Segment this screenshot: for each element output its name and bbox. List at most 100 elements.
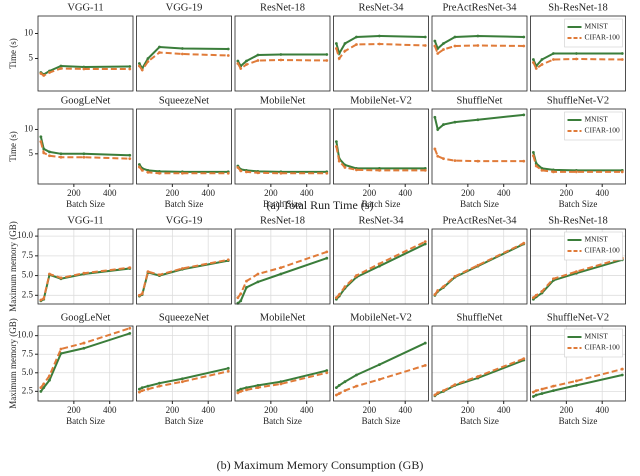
point	[476, 159, 480, 163]
point	[325, 53, 329, 56]
x-tick-label: 400	[300, 405, 314, 415]
subplot: VGG-19	[136, 215, 232, 305]
subplot-title: PreActResNet-34	[442, 215, 517, 226]
subplot-title: MobileNet	[260, 95, 306, 106]
point	[343, 42, 347, 45]
point	[42, 74, 46, 77]
point	[534, 393, 538, 397]
point	[48, 272, 51, 276]
point	[325, 256, 329, 260]
legend-label: CIFAR-100	[585, 343, 621, 352]
point	[337, 159, 341, 163]
point	[239, 389, 243, 393]
subplot-title: ShuffleNet-V2	[547, 312, 609, 323]
point	[245, 286, 248, 289]
point	[343, 49, 347, 53]
point	[442, 157, 445, 161]
point	[325, 250, 329, 254]
point	[377, 167, 381, 170]
plot-frame	[431, 15, 528, 92]
point	[59, 276, 63, 280]
point	[476, 44, 480, 47]
series-line	[335, 146, 426, 172]
plot-frame	[530, 228, 626, 305]
point	[334, 386, 338, 390]
point	[325, 171, 329, 175]
point	[158, 171, 161, 175]
point	[39, 298, 43, 302]
series-line	[39, 136, 130, 157]
plot-frame	[136, 108, 232, 185]
y-tick-label: 10	[24, 124, 34, 134]
point	[436, 154, 440, 158]
point	[279, 171, 283, 175]
point	[59, 152, 63, 156]
plot-frame	[333, 15, 429, 92]
point	[137, 165, 141, 169]
point	[239, 67, 243, 70]
point	[325, 369, 329, 372]
point	[433, 115, 437, 119]
subplot-title: SqueezeNet	[159, 95, 209, 106]
point	[423, 168, 427, 172]
y-axis-label: Maximum memory (GB)	[8, 318, 18, 409]
point	[226, 369, 230, 373]
point	[180, 171, 184, 175]
x-axis-label: Batch Size	[460, 416, 499, 426]
point	[552, 52, 555, 55]
point	[355, 35, 358, 39]
point	[476, 34, 480, 38]
point	[552, 58, 555, 61]
point	[534, 162, 538, 165]
plot-frame	[234, 325, 331, 402]
point	[540, 392, 544, 395]
point	[82, 152, 86, 156]
x-tick-label: 400	[300, 188, 314, 198]
point	[128, 65, 132, 68]
point	[540, 58, 544, 61]
point	[42, 382, 46, 386]
point	[42, 151, 46, 155]
series-line	[335, 34, 426, 57]
point	[146, 60, 150, 63]
point	[552, 170, 555, 174]
point	[226, 171, 230, 175]
x-axis-label: Batch Size	[165, 199, 204, 209]
point	[540, 167, 544, 170]
point	[42, 297, 46, 300]
point	[59, 64, 63, 68]
point	[534, 67, 538, 70]
point	[522, 357, 526, 361]
point	[355, 43, 358, 46]
plot-area	[136, 229, 232, 304]
point	[239, 169, 243, 173]
plot-frame	[234, 15, 331, 92]
plot-area	[333, 109, 429, 184]
point	[59, 67, 63, 70]
subplot-title: MobileNet-V2	[350, 312, 412, 323]
y-tick-label: 7.5	[22, 348, 34, 358]
series-line	[335, 42, 426, 61]
subplot-title: ResNet-18	[260, 2, 305, 13]
point	[256, 272, 260, 276]
point	[325, 59, 329, 62]
plot-area	[38, 229, 133, 304]
point	[256, 386, 260, 390]
point	[256, 171, 260, 175]
x-tick-label: 400	[497, 188, 511, 198]
point	[82, 65, 86, 69]
point	[137, 293, 141, 297]
point	[531, 296, 535, 300]
point	[245, 386, 248, 390]
point	[620, 170, 624, 174]
legend-box	[564, 328, 623, 358]
point	[534, 293, 538, 297]
point	[39, 386, 43, 390]
point	[534, 164, 538, 168]
plot-frame	[234, 228, 331, 305]
point	[236, 166, 240, 169]
